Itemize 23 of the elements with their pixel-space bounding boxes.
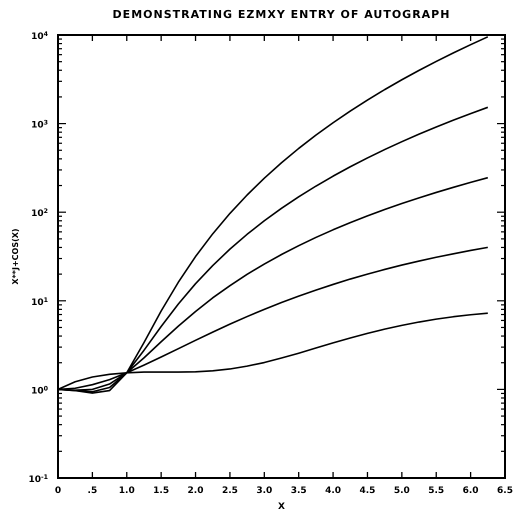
x-tick-label: 2.0 — [188, 486, 204, 496]
y-tick-label: 10$^{3}$ — [31, 119, 48, 131]
y-tick-label: 10$^{4}$ — [31, 30, 49, 42]
x-tick-label: 2.5 — [222, 486, 238, 496]
x-axis-title: X — [278, 502, 286, 512]
x-tick-label: 0 — [54, 486, 62, 496]
x-tick-label: 3.0 — [256, 486, 272, 496]
y-tick-label: 10$^{2}$ — [31, 208, 48, 220]
y-tick-label: 10$^{-1}$ — [28, 474, 48, 485]
x-tick-label: 5.5 — [428, 486, 444, 496]
x-tick-label: 6.5 — [497, 486, 513, 496]
y-axis-title: X**J+COS(X) — [11, 228, 20, 285]
x-tick-label: 1.0 — [118, 486, 135, 496]
chart-title: DEMONSTRATING EZMXY ENTRY OF AUTOGRAPH — [112, 8, 450, 21]
x-tick-label: 3.5 — [290, 486, 307, 496]
x-tick-label: 4.5 — [359, 486, 376, 496]
y-tick-label: 10$^{0}$ — [31, 384, 49, 396]
x-tick-label: 6.0 — [462, 486, 479, 496]
x-tick-label: 5.0 — [394, 486, 410, 496]
y-tick-label: 10$^{1}$ — [31, 296, 48, 308]
x-tick-label: 1.5 — [153, 486, 170, 496]
x-tick-label: 4.0 — [325, 486, 342, 496]
x-tick-label: .5 — [88, 486, 98, 496]
